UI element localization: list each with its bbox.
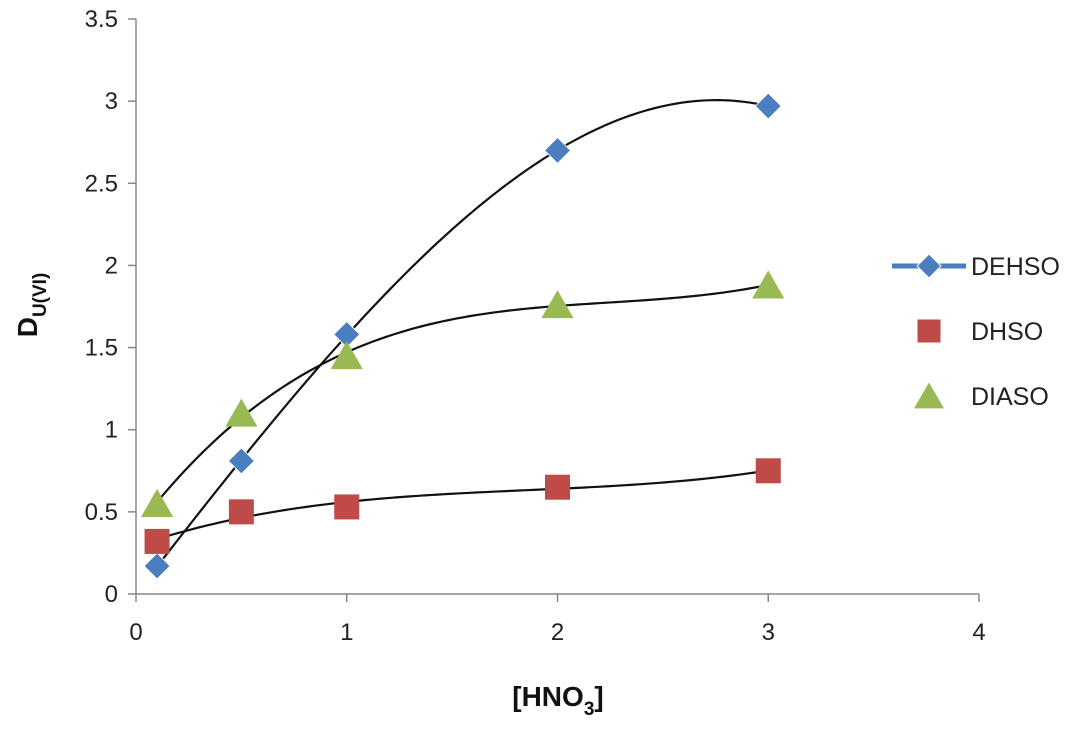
data-point-dehso (543, 136, 572, 165)
legend-item-diaso: DIASO (914, 382, 1049, 411)
legend-item-dehso: DEHSO (892, 253, 1060, 281)
legend-marker (917, 319, 941, 343)
legend-label: DEHSO (971, 253, 1060, 281)
x-tick-label: 0 (129, 619, 142, 646)
data-point-diaso (225, 398, 258, 427)
legend-item-dhso: DHSO (917, 318, 1043, 346)
y-tick-label: 0.5 (85, 499, 118, 526)
legend: DEHSO DHSO DIASO (892, 253, 1060, 411)
trendline-dehso (156, 99, 769, 568)
x-axis-title-end: ] (594, 681, 603, 712)
data-point-dhso (545, 474, 570, 500)
legend-label: DHSO (971, 318, 1043, 346)
y-tick-label: 1 (105, 417, 118, 444)
x-tick-label: 3 (762, 619, 775, 646)
trendlines (156, 99, 769, 568)
legend-label: DIASO (971, 383, 1049, 411)
x-tick-label: 4 (972, 619, 985, 646)
y-tick-label: 3.5 (85, 6, 118, 33)
x-tick-label: 1 (340, 619, 353, 646)
data-point-diaso (541, 290, 574, 319)
data-markers (140, 92, 785, 580)
axes: 0 0.5 1 1.5 2 2.5 3 3.5 0 1 2 3 4 (85, 6, 986, 646)
trendline-diaso (156, 283, 769, 503)
y-tick-label: 2.5 (85, 170, 118, 197)
data-point-dhso (144, 528, 170, 554)
y-tick-label: 1.5 (85, 335, 118, 362)
x-axis-title-main: [HNO (512, 681, 584, 712)
y-tick-label: 2 (105, 252, 118, 279)
legend-marker (916, 253, 942, 279)
y-tick-label: 3 (105, 88, 118, 115)
data-point-diaso (752, 270, 785, 299)
y-axis-title-main: D (12, 317, 43, 337)
trendline-dhso (156, 469, 769, 541)
data-point-dhso (228, 499, 254, 525)
data-point-dehso (143, 552, 171, 580)
x-axis-title: [HNO3] (512, 681, 603, 720)
data-point-diaso (330, 341, 363, 370)
y-axis-title-subscript: U(VI) (30, 273, 51, 317)
x-axis-title-subscript: 3 (584, 699, 595, 720)
data-point-dhso (334, 494, 360, 520)
data-point-dehso (227, 447, 256, 475)
data-point-dhso (755, 458, 781, 484)
legend-marker (914, 382, 944, 409)
x-tick-label: 2 (551, 619, 564, 646)
data-point-dehso (754, 92, 782, 120)
data-point-diaso (140, 488, 174, 517)
y-tick-label: 0 (105, 581, 118, 608)
y-axis-title: DU(VI) (12, 273, 51, 338)
